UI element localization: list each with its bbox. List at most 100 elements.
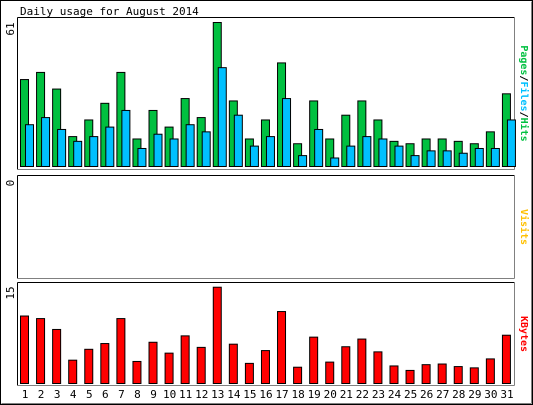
bar-kbytes-day-17 (277, 311, 287, 385)
bar-kbytes-day-27 (437, 363, 447, 384)
bar-files-day-29 (474, 147, 484, 168)
day-label: 7 (118, 388, 125, 401)
bar-hits-day-1 (20, 79, 29, 167)
bar-files-day-15 (249, 145, 259, 167)
bar-files-day-24 (394, 145, 404, 167)
bar-files-day-6 (105, 126, 115, 167)
day-label: 28 (452, 388, 465, 401)
day-label: 16 (259, 388, 272, 401)
series-label-part: KBytes (518, 316, 529, 352)
chart-title: Daily usage for August 2014 (20, 5, 199, 18)
day-label: 18 (292, 388, 305, 401)
panel-visits: 0 Visits (4, 175, 530, 279)
panel-kbytes: 15 KBytes (4, 282, 529, 386)
bar-files-day-21 (346, 145, 356, 167)
bar-kbytes-day-16 (260, 350, 270, 384)
bar-files-day-4 (73, 140, 83, 168)
bar-kbytes-day-31 (501, 334, 511, 384)
day-label: 9 (150, 388, 157, 401)
bar-files-day-5 (89, 136, 99, 167)
panel-max-label: 15 (4, 286, 17, 299)
bar-kbytes-day-9 (148, 341, 158, 385)
bar-kbytes-day-25 (405, 369, 415, 385)
series-label-part: Visits (518, 209, 530, 245)
bar-files-day-25 (410, 155, 420, 168)
panel-series-label: Pages/Files/Hits (518, 45, 530, 141)
series-label-part: / (518, 75, 529, 81)
day-label: 29 (468, 388, 481, 401)
panels: 61 Pages/Files/Hits 0 Visits 15 KBytes (4, 17, 530, 386)
series-kbytes (20, 286, 511, 385)
series-hits (20, 22, 511, 168)
day-label: 27 (436, 388, 449, 401)
bar-files-day-22 (362, 136, 372, 167)
bar-kbytes-day-10 (164, 352, 174, 385)
bar-kbytes-day-23 (373, 351, 383, 384)
day-label: 4 (70, 388, 77, 401)
bar-kbytes-day-14 (228, 343, 238, 384)
bar-files-day-18 (298, 155, 308, 168)
panel-background (17, 175, 515, 279)
bar-hits-day-18 (293, 143, 303, 167)
bar-hits-day-20 (325, 138, 335, 167)
bar-kbytes-day-6 (100, 343, 110, 385)
bar-files-day-10 (169, 138, 179, 167)
day-labels: 1 2 3 4 5 6 7 8 9 10 11 12 13 14 15 16 17 18 19 20 21 22 23 24 2… (22, 388, 514, 401)
bar-kbytes-day-22 (357, 338, 367, 384)
day-label: 25 (404, 388, 417, 401)
day-label: 8 (134, 388, 141, 401)
bar-kbytes-day-19 (309, 336, 319, 385)
bar-files-day-8 (137, 147, 147, 168)
bar-kbytes-day-20 (325, 361, 335, 385)
bar-kbytes-day-28 (453, 366, 463, 384)
day-label: 13 (211, 388, 224, 401)
bar-files-day-1 (25, 124, 34, 167)
bar-files-day-27 (442, 150, 452, 168)
series-label-part: Hits (518, 118, 530, 142)
bar-files-day-20 (330, 157, 340, 168)
bar-files-day-7 (121, 109, 131, 167)
bar-kbytes-day-29 (469, 367, 479, 384)
bar-files-day-16 (265, 136, 275, 167)
day-label: 26 (420, 388, 433, 401)
bar-kbytes-day-12 (196, 346, 206, 385)
bar-hits-day-21 (341, 114, 351, 167)
panel-series-label: KBytes (518, 316, 529, 352)
bar-kbytes-day-30 (485, 358, 495, 384)
day-label: 3 (54, 388, 61, 401)
bar-files-day-28 (458, 152, 468, 167)
bar-kbytes-day-4 (68, 359, 78, 384)
day-label: 23 (372, 388, 385, 401)
panel-pages-files-hits: 61 Pages/Files/Hits (4, 17, 530, 170)
bar-files-day-14 (233, 114, 243, 167)
day-label: 12 (195, 388, 208, 401)
day-label: 1 (22, 388, 29, 401)
bar-files-day-3 (57, 128, 67, 167)
series-label-part: / (518, 112, 529, 118)
day-label: 19 (308, 388, 321, 401)
series-label-part: Pages (518, 45, 529, 75)
bar-files-day-12 (201, 131, 211, 168)
day-label: 6 (102, 388, 109, 401)
day-label: 31 (500, 388, 513, 401)
bar-kbytes-day-2 (36, 318, 46, 384)
bar-files-day-13 (217, 67, 227, 167)
bar-kbytes-day-7 (116, 318, 126, 384)
bar-kbytes-day-13 (212, 286, 222, 384)
day-label: 15 (243, 388, 256, 401)
day-label: 21 (340, 388, 353, 401)
bar-files-day-17 (282, 98, 292, 167)
series-files (25, 67, 516, 168)
panel-max-label: 0 (4, 180, 17, 187)
bar-files-day-2 (41, 117, 51, 168)
panel-series-label: Visits (518, 209, 530, 245)
bar-files-day-23 (378, 138, 388, 167)
bar-hits-day-25 (405, 143, 415, 167)
bar-kbytes-day-21 (341, 346, 351, 384)
bar-kbytes-day-5 (84, 348, 94, 384)
day-label: 5 (86, 388, 93, 401)
bar-kbytes-day-1 (20, 315, 29, 384)
panel-max-label: 61 (4, 22, 17, 35)
bar-files-day-19 (314, 128, 324, 167)
